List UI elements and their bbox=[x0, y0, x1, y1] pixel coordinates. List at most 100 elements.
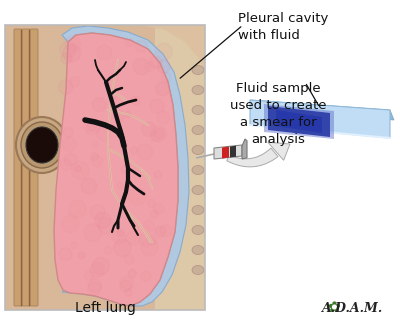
Polygon shape bbox=[268, 106, 330, 137]
Circle shape bbox=[153, 204, 164, 214]
Circle shape bbox=[157, 60, 170, 73]
Circle shape bbox=[143, 220, 154, 232]
Circle shape bbox=[142, 122, 156, 136]
Ellipse shape bbox=[192, 106, 204, 115]
Text: ✿: ✿ bbox=[327, 300, 340, 315]
Ellipse shape bbox=[192, 226, 204, 235]
Circle shape bbox=[64, 128, 73, 138]
Circle shape bbox=[97, 45, 112, 60]
Circle shape bbox=[141, 271, 151, 281]
Circle shape bbox=[97, 127, 110, 140]
Polygon shape bbox=[155, 25, 205, 310]
Circle shape bbox=[122, 165, 130, 173]
FancyBboxPatch shape bbox=[5, 25, 205, 310]
Circle shape bbox=[151, 131, 161, 141]
Circle shape bbox=[62, 215, 79, 232]
Circle shape bbox=[145, 61, 155, 71]
Polygon shape bbox=[222, 147, 229, 158]
Circle shape bbox=[120, 280, 132, 292]
Circle shape bbox=[117, 230, 124, 237]
Circle shape bbox=[124, 255, 134, 264]
Polygon shape bbox=[242, 139, 247, 159]
Circle shape bbox=[109, 91, 117, 99]
Circle shape bbox=[141, 239, 158, 256]
Circle shape bbox=[133, 58, 150, 75]
Circle shape bbox=[75, 165, 81, 172]
Circle shape bbox=[120, 276, 134, 290]
Circle shape bbox=[84, 119, 100, 135]
Ellipse shape bbox=[192, 146, 204, 155]
Circle shape bbox=[88, 279, 102, 292]
Ellipse shape bbox=[192, 165, 204, 174]
Circle shape bbox=[65, 36, 80, 51]
Text: Left lung: Left lung bbox=[74, 301, 136, 315]
Polygon shape bbox=[250, 100, 390, 138]
Circle shape bbox=[139, 233, 152, 247]
Polygon shape bbox=[227, 148, 278, 167]
Circle shape bbox=[117, 183, 123, 189]
Polygon shape bbox=[62, 25, 205, 27]
Circle shape bbox=[156, 82, 170, 96]
Circle shape bbox=[155, 43, 172, 60]
Circle shape bbox=[88, 282, 101, 296]
Circle shape bbox=[90, 263, 104, 277]
Circle shape bbox=[137, 144, 152, 159]
Circle shape bbox=[63, 44, 81, 62]
Circle shape bbox=[154, 129, 164, 139]
Circle shape bbox=[130, 147, 138, 154]
Circle shape bbox=[160, 225, 172, 237]
Ellipse shape bbox=[192, 85, 204, 94]
Circle shape bbox=[92, 98, 106, 112]
Circle shape bbox=[154, 171, 162, 178]
Circle shape bbox=[157, 111, 170, 124]
Circle shape bbox=[148, 237, 156, 245]
Circle shape bbox=[62, 137, 76, 151]
Ellipse shape bbox=[16, 117, 68, 173]
Circle shape bbox=[84, 271, 94, 280]
Circle shape bbox=[92, 258, 109, 275]
Ellipse shape bbox=[192, 125, 204, 134]
Text: Fluid sample
used to create
a smear for
analysis: Fluid sample used to create a smear for … bbox=[230, 82, 326, 146]
Polygon shape bbox=[140, 25, 205, 80]
Circle shape bbox=[129, 188, 146, 205]
Circle shape bbox=[84, 224, 102, 242]
Circle shape bbox=[114, 110, 125, 121]
Circle shape bbox=[150, 56, 162, 68]
Polygon shape bbox=[214, 145, 242, 159]
Polygon shape bbox=[62, 26, 189, 306]
Circle shape bbox=[155, 226, 166, 237]
Ellipse shape bbox=[192, 205, 204, 214]
Circle shape bbox=[64, 153, 77, 166]
Polygon shape bbox=[276, 110, 322, 133]
Circle shape bbox=[71, 242, 78, 248]
FancyBboxPatch shape bbox=[14, 29, 22, 306]
Text: A.D.A.M.: A.D.A.M. bbox=[322, 302, 383, 315]
Circle shape bbox=[114, 239, 131, 257]
Circle shape bbox=[126, 230, 141, 245]
Circle shape bbox=[98, 218, 114, 234]
Polygon shape bbox=[54, 33, 178, 306]
Circle shape bbox=[61, 53, 72, 64]
Circle shape bbox=[150, 210, 158, 218]
Circle shape bbox=[91, 153, 98, 160]
Circle shape bbox=[135, 40, 147, 52]
Circle shape bbox=[125, 111, 131, 117]
Ellipse shape bbox=[192, 186, 204, 195]
Circle shape bbox=[126, 39, 134, 46]
Circle shape bbox=[58, 80, 73, 94]
Circle shape bbox=[112, 230, 126, 244]
Ellipse shape bbox=[26, 127, 58, 163]
Circle shape bbox=[71, 161, 89, 179]
Ellipse shape bbox=[192, 66, 204, 75]
Circle shape bbox=[95, 212, 111, 228]
Circle shape bbox=[92, 141, 98, 148]
Polygon shape bbox=[250, 100, 394, 120]
Circle shape bbox=[128, 269, 136, 277]
Circle shape bbox=[87, 121, 97, 131]
Circle shape bbox=[104, 247, 112, 255]
Polygon shape bbox=[264, 104, 334, 139]
Circle shape bbox=[125, 289, 132, 296]
Circle shape bbox=[59, 248, 72, 260]
Circle shape bbox=[91, 156, 102, 167]
Circle shape bbox=[151, 126, 166, 142]
